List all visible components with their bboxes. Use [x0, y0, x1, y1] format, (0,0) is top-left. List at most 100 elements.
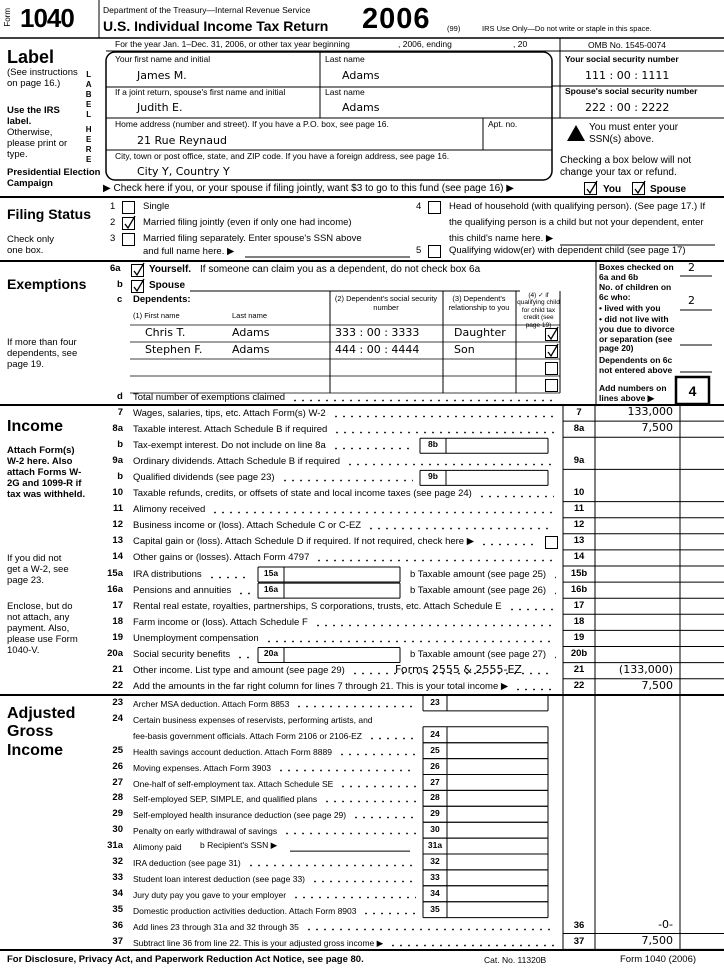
lines-num: 22	[112, 680, 123, 692]
lines-text: Alimony paid	[133, 842, 182, 853]
side-boxes-value: 2	[688, 261, 695, 274]
lines-text: Alimony received	[133, 504, 206, 516]
lines-num: 31a	[107, 840, 123, 852]
lines-num: 10	[112, 487, 123, 498]
label-side-top: LABEL	[84, 70, 94, 120]
lines-box: 8b	[428, 438, 438, 449]
lines-num: 18	[112, 615, 123, 627]
line-row: Subtract line 36 from line 22. This is y…	[133, 937, 558, 949]
line-row: Taxable interest. Attach Schedule B if r…	[133, 424, 558, 436]
check	[547, 326, 559, 341]
lines-box: 9b	[428, 470, 438, 481]
leader	[552, 656, 556, 659]
lines-col: 18	[573, 615, 585, 627]
exemptions-title: Exemptions	[7, 276, 87, 292]
lines-num: 29	[112, 808, 123, 820]
leader	[339, 784, 416, 788]
check	[133, 278, 145, 293]
lines-num: 21	[112, 664, 123, 676]
lines-col: 36	[573, 919, 585, 931]
name-fields-spouse-first: Judith E.	[137, 101, 183, 114]
name-fields-city: City Y, Country Y	[137, 165, 230, 178]
name-fields-last: Adams	[342, 69, 380, 82]
filing-status-note: Check only one box.	[7, 234, 54, 256]
lines-col: 17	[573, 599, 585, 611]
ssn-checking: Checking a box below will not change you…	[560, 155, 692, 178]
name-fields-last-label: Last name	[325, 54, 365, 64]
income-notes: Enclose, but do not attach, any payment.…	[7, 601, 78, 656]
lines-text: Self-employed health insurance deduction…	[133, 810, 347, 821]
leader	[311, 879, 416, 883]
lines-text: Certain business expenses of reservists,…	[133, 714, 373, 725]
leader	[236, 656, 251, 659]
lines-box: 32	[430, 856, 440, 866]
header-title: U.S. Individual Income Tax Return	[103, 18, 329, 34]
exemptions-a-bold: Yourself.	[149, 264, 192, 275]
lines-box: 33	[430, 871, 440, 882]
name-fields-first: James M.	[137, 69, 187, 82]
agi-title: Adjusted Gross Income	[7, 705, 76, 759]
lines-col: 20b	[570, 648, 588, 659]
line-row: Farm income or (loss). Attach Schedule F	[133, 617, 558, 629]
lines-num: 9a	[112, 454, 123, 466]
leader	[264, 639, 554, 643]
line-row: Capital gain or (loss). Attach Schedule …	[133, 536, 540, 548]
lines-b-text: b Taxable amount (see page 26)	[410, 584, 547, 596]
lines-text: One-half of self-employment tax. Attach …	[133, 778, 334, 789]
line-row: Jury duty pay you gave to your employer	[133, 889, 420, 901]
header-year: 2006	[362, 3, 431, 35]
dependents-relationship: Son	[454, 343, 475, 356]
options-text2: the qualifying person is a child but not…	[449, 217, 704, 228]
exemptions-col1b: Last name	[232, 311, 268, 320]
exemptions-col3: (3) Dependent's relationship to you	[448, 294, 510, 312]
lines-amount: -0-	[658, 917, 673, 931]
check-mark	[547, 343, 559, 358]
options-num: 4	[416, 201, 422, 212]
lines-col: 9a	[573, 454, 585, 466]
lines-col: 16b	[570, 583, 588, 595]
line-row: b Taxable amount (see page 26)	[410, 585, 560, 597]
warning-triangle	[567, 125, 585, 141]
exemptions-c-num: c	[117, 294, 123, 305]
line-row: Total number of exemptions claimed	[133, 392, 558, 404]
exemptions-c-title: Dependents:	[133, 294, 191, 305]
lines-num: 28	[112, 792, 123, 804]
leader	[331, 446, 413, 450]
leader	[507, 607, 554, 611]
line-row: Moving expenses. Attach Form 3903	[133, 762, 420, 774]
options-num: 3	[110, 233, 116, 244]
leader	[313, 623, 554, 627]
footer-cat: Cat. No. 11320B	[484, 955, 547, 965]
leader	[337, 752, 416, 756]
lines-text: Pensions and annuities	[133, 584, 232, 596]
line-row: One-half of self-employment tax. Attach …	[133, 778, 420, 790]
line-row: Tax-exempt interest. Do not include on l…	[133, 440, 417, 452]
lines-text: Domestic production activities deduction…	[133, 905, 357, 916]
lines-text: Qualified dividends (see page 23)	[133, 471, 275, 483]
lines-num: 14	[112, 551, 123, 563]
lines-amount: (133,000)	[618, 662, 673, 676]
leader	[237, 591, 251, 595]
check	[124, 215, 136, 230]
label-title: Label	[7, 47, 55, 67]
name-fields-spouse-last: Adams	[342, 101, 380, 114]
lines-num: 26	[112, 760, 123, 772]
label-otherwise: Otherwise, please print or type.	[7, 127, 68, 160]
lines-text: Wages, salaries, tips, etc. Attach Form(…	[133, 407, 326, 419]
line-row: Ordinary dividends. Attach Schedule B if…	[133, 456, 558, 468]
lines-text: Business income or (loss). Attach Schedu…	[133, 520, 362, 532]
checkbox	[122, 201, 135, 214]
options-text: Head of household (with qualifying perso…	[449, 201, 706, 212]
lines-box: 26	[430, 760, 440, 771]
options-text: Married filing separately. Enter spouse'…	[143, 233, 362, 244]
check-mark	[547, 326, 559, 341]
lines-text: Add lines 23 through 31a and 32 through …	[133, 921, 299, 932]
lines-text: IRA deduction (see page 31)	[133, 858, 241, 868]
lines-amount: 7,500	[641, 421, 674, 435]
leader	[280, 478, 413, 482]
income-notes: Attach Form(s) W-2 here. Also attach For…	[7, 445, 86, 500]
lines-box: 24	[430, 728, 440, 739]
checkbox	[632, 180, 646, 195]
checkbox	[428, 245, 441, 258]
